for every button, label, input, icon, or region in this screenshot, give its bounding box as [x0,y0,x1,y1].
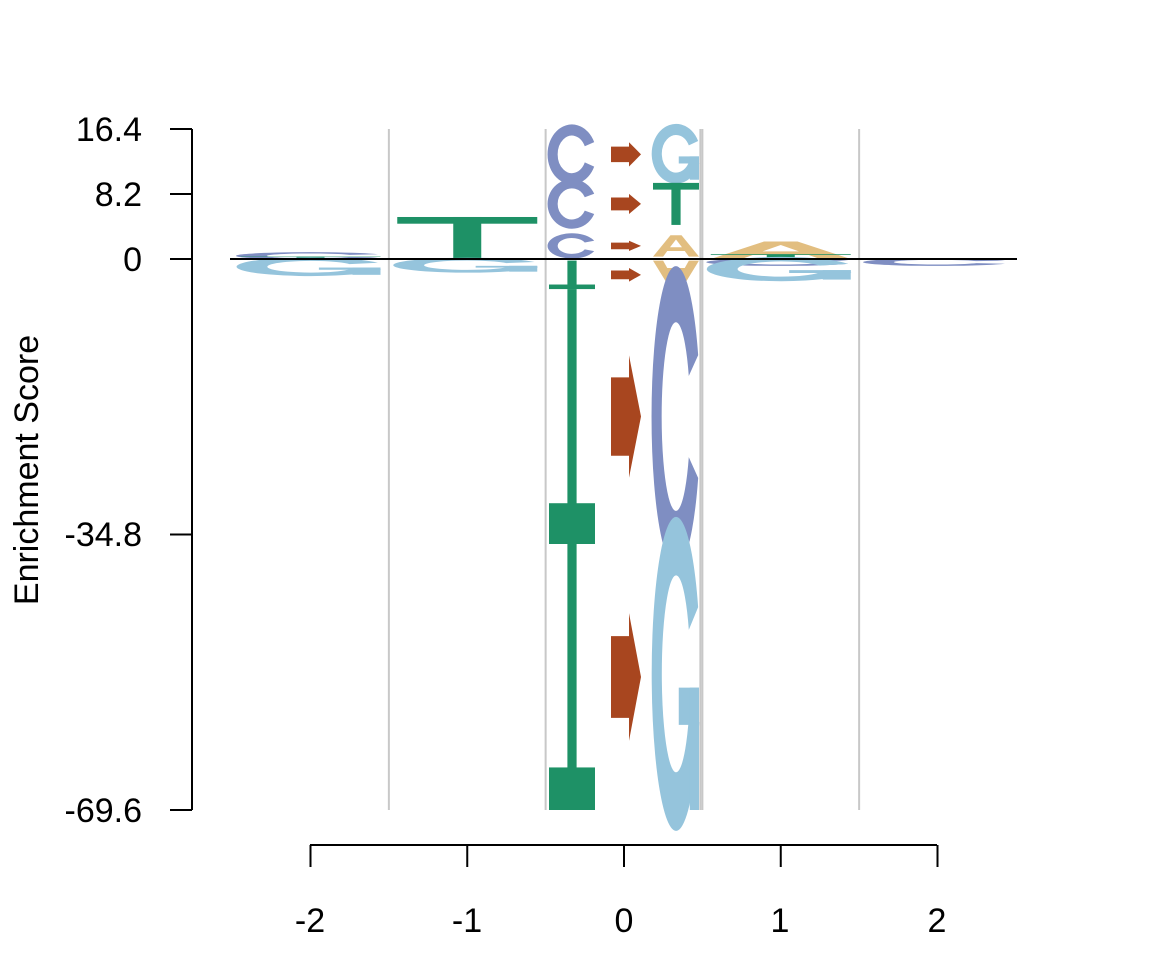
substitution-letters [547,123,700,831]
logo-letter-C [547,124,595,185]
substitution-arrow-icon [611,240,641,252]
logo-letter-A [653,260,699,290]
x-tick-label: -2 [295,902,325,940]
substitution-arrow-icon [611,613,641,741]
y-tick-label: -34.8 [65,516,143,554]
logo-letter-T [549,544,595,810]
logo-letter-T [653,182,699,225]
logo-letter-T [549,260,595,290]
logo-letter-A [653,235,699,257]
vertical-grid [387,129,861,810]
logo-letter-G [651,123,700,184]
logo-letter-T [549,289,595,544]
y-axis: 16.4 8.2 0 -34.8 -69.6 [65,111,193,830]
substitution-arrow-icon [611,267,641,282]
y-tick-label: 16.4 [76,111,142,149]
y-tick-label: -69.6 [65,792,143,830]
logo-letter-G [651,516,700,831]
substitution-arrow-icon [611,193,641,214]
substitution-arrow-icon [611,355,641,478]
x-tick-label: 2 [928,902,947,940]
x-axis: -2 -1 0 1 2 [295,844,947,940]
logo-letter-C [651,266,699,567]
y-axis-title: Enrichment Score [8,335,46,605]
x-tick-label: -1 [452,902,482,940]
logo-letter-C [547,233,595,259]
y-tick-label: 0 [123,241,142,279]
logo-letter-G [236,257,382,277]
logo-letter-G [393,257,539,273]
y-tick-label: 8.2 [95,176,142,214]
logo-letter-C [863,258,1005,266]
x-tick-label: 1 [771,902,790,940]
logo-letter-C [547,179,595,229]
substitution-arrow-icon [611,142,641,167]
logo-letter-G [706,256,852,282]
logo-letter-T [710,254,851,259]
x-tick-label: 0 [615,902,634,940]
logo-letter-T [397,216,538,259]
